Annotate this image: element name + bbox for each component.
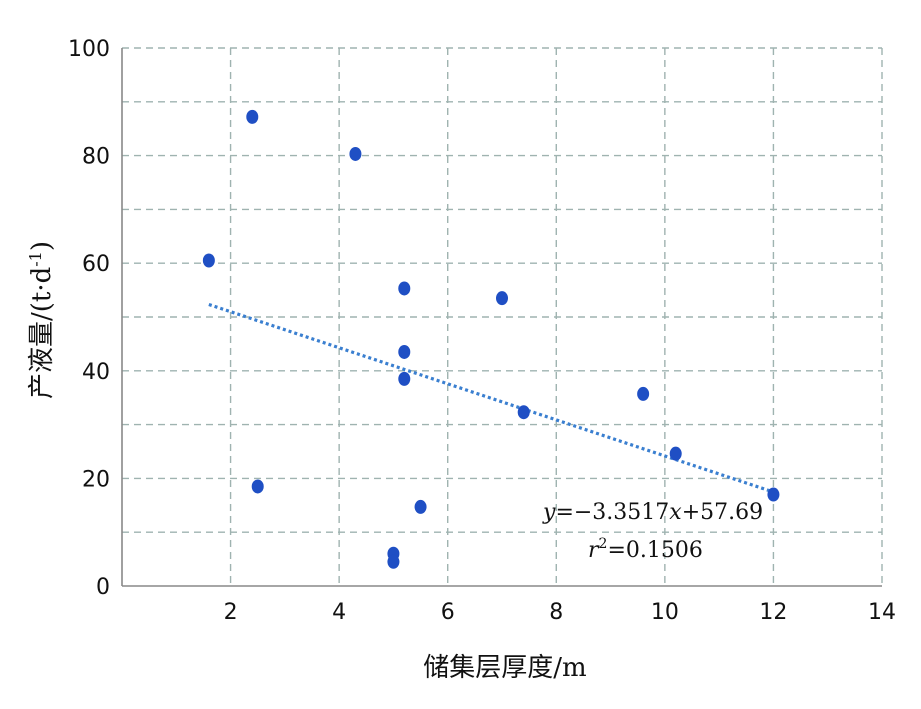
data-point [637, 386, 650, 401]
y-tick-label: 60 [82, 252, 110, 277]
trendline [208, 302, 774, 494]
tick-labels: 2 4 6 8 10 12 14 0 20 40 60 80 100 [68, 37, 896, 625]
y-tick-label: 20 [82, 467, 110, 492]
grid-lines [122, 47, 883, 586]
x-tick-label: 2 [224, 600, 238, 625]
data-point [202, 253, 215, 268]
data-point [496, 291, 508, 306]
trendline-group [208, 302, 774, 494]
y-tick-label: 0 [96, 575, 110, 600]
data-point [517, 405, 530, 420]
x-axis-title: 储集层厚度/m [423, 653, 586, 683]
y-axis-title: 产液量/(t·d-1) [26, 241, 57, 399]
x-tick-label: 8 [549, 600, 563, 625]
x-tick-label: 12 [759, 600, 787, 625]
data-point [767, 487, 780, 502]
data-point [349, 146, 362, 161]
y-tick-label: 100 [68, 37, 110, 62]
data-point [414, 499, 427, 514]
data-point [387, 554, 400, 569]
axes [121, 48, 882, 587]
x-tick-label: 6 [441, 600, 455, 625]
y-tick-label: 80 [82, 145, 110, 170]
x-tick-label: 14 [868, 600, 896, 625]
y-tick-label: 40 [82, 360, 110, 385]
data-point [398, 281, 411, 296]
data-point [398, 344, 411, 359]
x-tick-label: 10 [651, 600, 679, 625]
equation-label: y=−3.3517x+57.69 [542, 500, 763, 525]
data-point [251, 479, 264, 494]
data-point [246, 109, 259, 124]
data-points [202, 109, 780, 569]
data-point [669, 446, 682, 461]
x-tick-label: 4 [332, 600, 346, 625]
data-point [398, 371, 411, 386]
r-squared-label: r2=0.1506 [588, 536, 703, 563]
